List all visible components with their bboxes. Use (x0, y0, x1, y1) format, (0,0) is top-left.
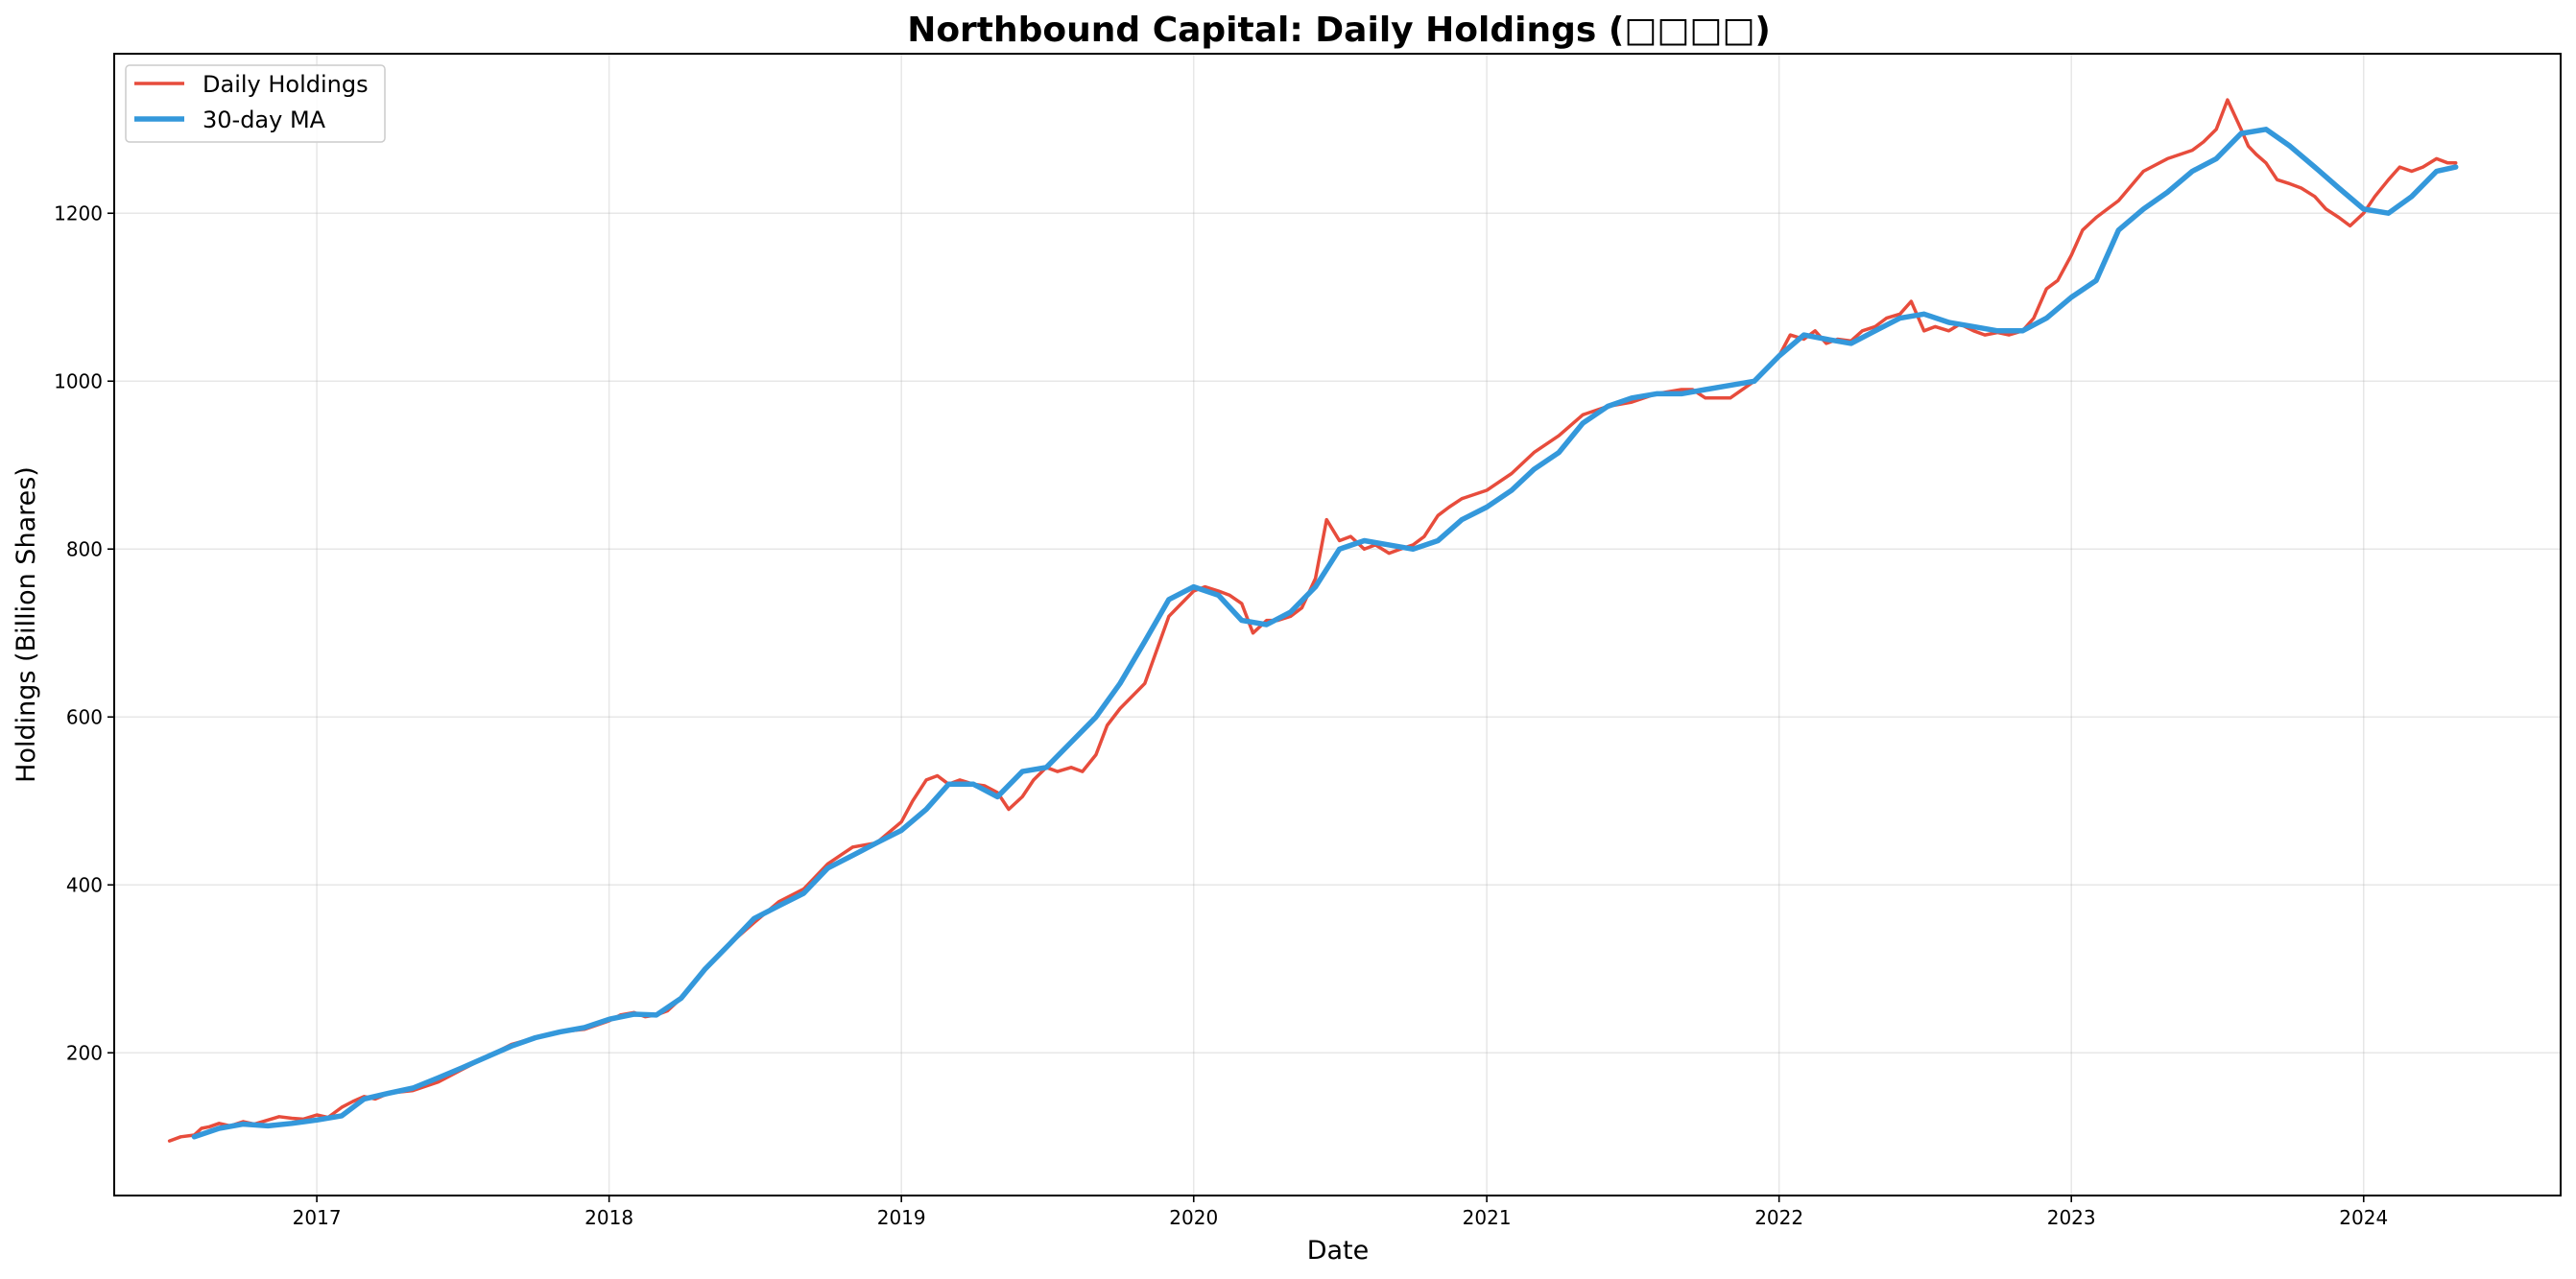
x-tick-label: 2022 (1754, 1206, 1803, 1229)
y-tick-label: 1200 (54, 201, 103, 225)
grid (114, 54, 2561, 1196)
y-tick-label: 600 (66, 705, 103, 728)
chart-title: Northbound Capital: Daily Holdings (□□□□… (907, 11, 1771, 50)
series-layer (167, 98, 2459, 1143)
x-tick-label: 2018 (584, 1206, 633, 1229)
legend-label-30-day-ma: 30-day MA (203, 107, 326, 133)
x-tick-label: 2023 (2047, 1206, 2096, 1229)
series-line-30-day-ma (191, 127, 2459, 1140)
legend: Daily Holdings 30-day MA (125, 64, 386, 143)
legend-box (125, 64, 386, 143)
y-axis: 200 400 600 800 1000 1200 (54, 201, 114, 1064)
legend-label-daily-holdings: Daily Holdings (203, 71, 369, 98)
x-tick-label: 2019 (877, 1206, 926, 1229)
x-tick-label: 2024 (2339, 1206, 2388, 1229)
x-tick-label: 2020 (1169, 1206, 1218, 1229)
x-tick-label: 2017 (293, 1206, 342, 1229)
plot-frame (113, 53, 2562, 1196)
y-tick-label: 400 (66, 873, 103, 896)
y-tick-label: 200 (66, 1041, 103, 1064)
y-axis-label: Holdings (Billion Shares) (12, 466, 41, 783)
x-axis: 2017 2018 2019 2020 2021 2022 2023 2024 (293, 1196, 2388, 1229)
x-axis-label: Date (1307, 1236, 1370, 1266)
x-tick-label: 2021 (1463, 1206, 1512, 1229)
y-tick-label: 1000 (54, 369, 103, 392)
y-tick-label: 800 (66, 537, 103, 560)
